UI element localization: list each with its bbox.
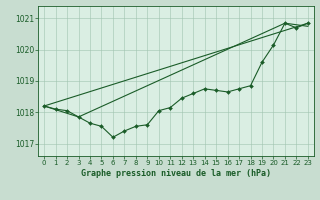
X-axis label: Graphe pression niveau de la mer (hPa): Graphe pression niveau de la mer (hPa): [81, 169, 271, 178]
